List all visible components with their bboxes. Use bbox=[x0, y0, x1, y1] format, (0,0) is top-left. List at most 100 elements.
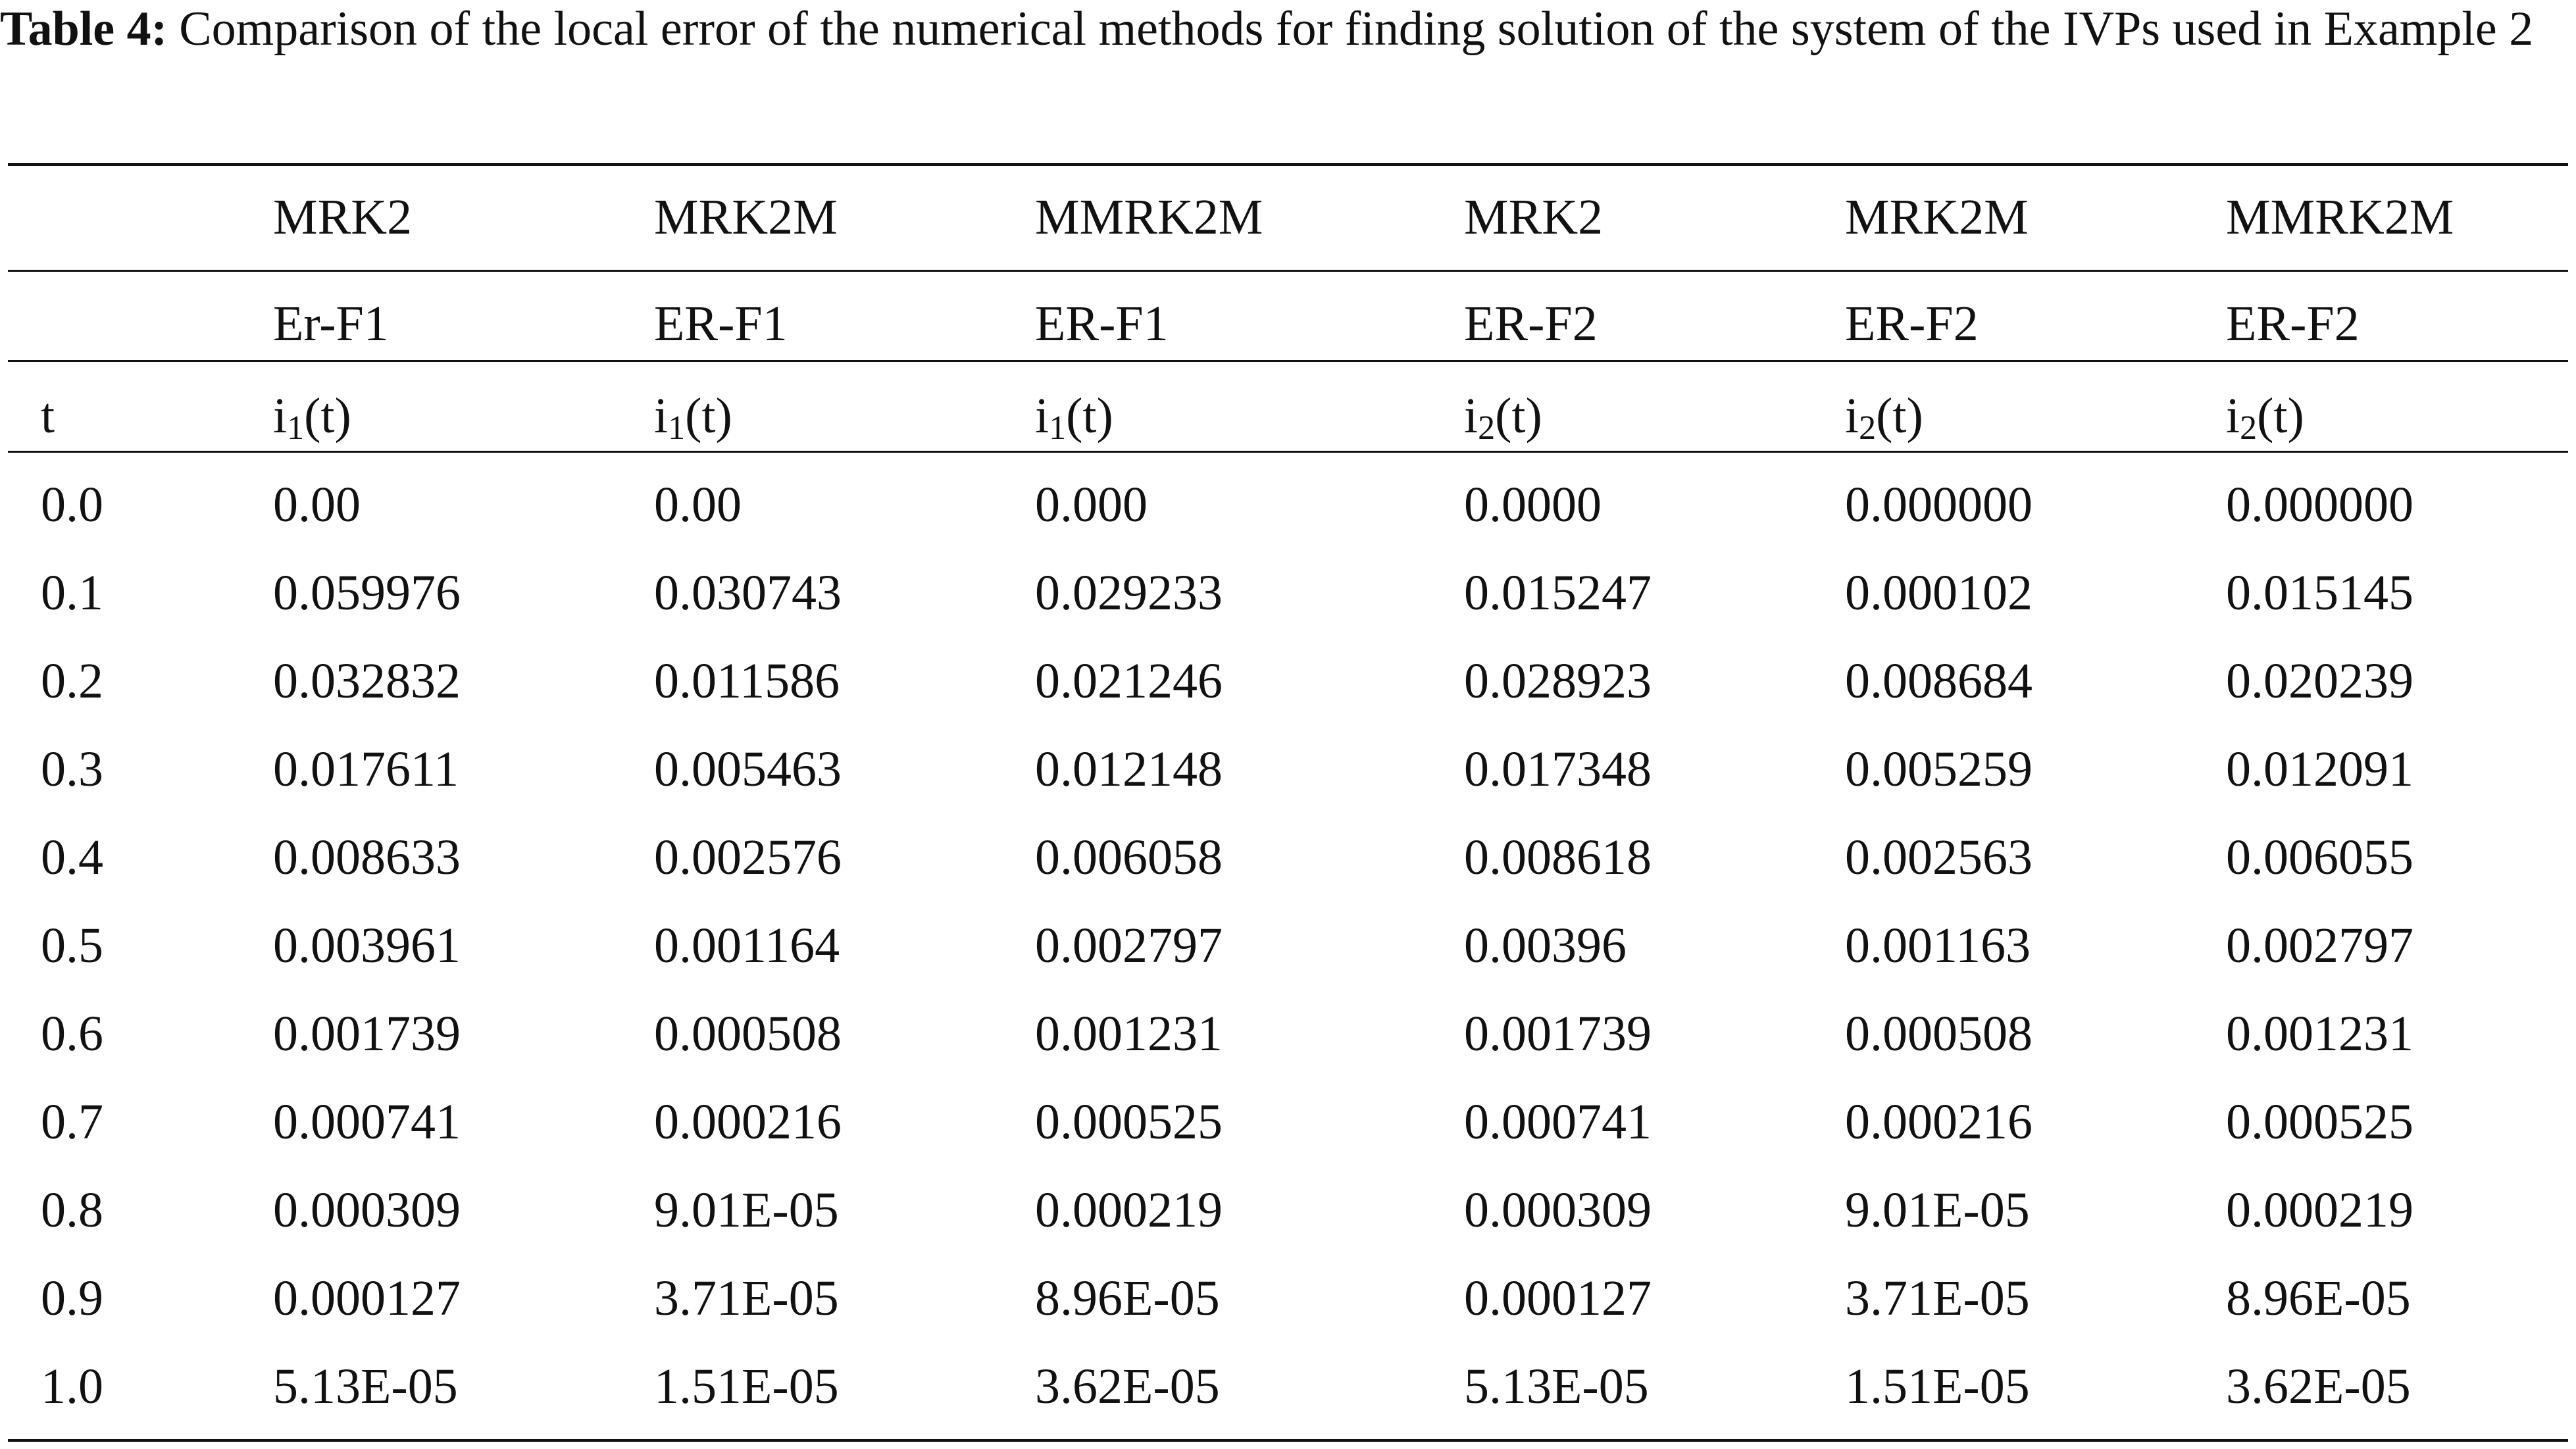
table-cell: 0.00396 bbox=[1464, 918, 1627, 973]
table-cell: 0.032832 bbox=[273, 653, 461, 709]
row-label: 0.4 bbox=[41, 830, 103, 885]
header-cell: i1(t) bbox=[1035, 386, 1113, 445]
row-label: 0.1 bbox=[41, 565, 103, 621]
table-cell: 0.006058 bbox=[1035, 830, 1223, 885]
header-rule bbox=[8, 451, 2568, 453]
table-cell: 0.017348 bbox=[1464, 742, 1652, 797]
header-tail: (t) bbox=[1066, 388, 1113, 444]
header-cell: ER-F1 bbox=[1035, 296, 1169, 351]
table-cell: 1.51E-05 bbox=[1845, 1359, 2030, 1414]
row-label: 0.7 bbox=[41, 1094, 103, 1150]
header-cell: i1(t) bbox=[273, 386, 351, 445]
table-cell: 0.028923 bbox=[1464, 653, 1652, 709]
table-cell: 8.96E-05 bbox=[2226, 1271, 2411, 1326]
table-cell: 0.000000 bbox=[1845, 477, 2033, 532]
header-cell: MMRK2M bbox=[1035, 190, 1263, 245]
table-cell: 0.001739 bbox=[273, 1006, 461, 1061]
header-tail: (t) bbox=[1495, 388, 1542, 444]
header-cell: MRK2 bbox=[273, 190, 413, 245]
header-cell: i2(t) bbox=[2226, 386, 2304, 445]
header-subscript: 2 bbox=[1859, 409, 1877, 447]
header-cell: MRK2M bbox=[1845, 190, 2029, 245]
header-rule bbox=[8, 270, 2568, 272]
table-cell: 0.008633 bbox=[273, 830, 461, 885]
table-cell: 0.000508 bbox=[1845, 1006, 2033, 1061]
table-cell: 0.029233 bbox=[1035, 565, 1223, 621]
row-label: 0.9 bbox=[41, 1271, 103, 1326]
table-cell: 0.001163 bbox=[1845, 918, 2031, 973]
header-rule bbox=[8, 360, 2568, 362]
table-cell: 0.005259 bbox=[1845, 742, 2033, 797]
table-cell: 0.001739 bbox=[1464, 1006, 1652, 1061]
caption-label: Table 4: bbox=[0, 2, 168, 56]
table-cell: 0.008618 bbox=[1464, 830, 1652, 885]
table-cell: 0.006055 bbox=[2226, 830, 2413, 885]
table-cell: 0.000219 bbox=[1035, 1182, 1223, 1238]
table-cell: 0.012148 bbox=[1035, 742, 1223, 797]
row-label: 0.2 bbox=[41, 653, 103, 709]
table-caption: Table 4: Comparison of the local error of… bbox=[0, 3, 2569, 55]
table-cell: 8.96E-05 bbox=[1035, 1271, 1220, 1326]
table-cell: 0.00 bbox=[273, 477, 361, 532]
table-cell: 3.71E-05 bbox=[1845, 1271, 2030, 1326]
table-cell: 0.015247 bbox=[1464, 565, 1652, 621]
table-cell: 1.51E-05 bbox=[654, 1359, 839, 1414]
table-cell: 0.001231 bbox=[1035, 1006, 1223, 1061]
table-cell: 0.000525 bbox=[2226, 1094, 2413, 1150]
header-subscript: 1 bbox=[668, 409, 686, 447]
table-cell: 0.00 bbox=[654, 477, 742, 532]
table-cell: 0.015145 bbox=[2226, 565, 2413, 621]
header-subscript: 2 bbox=[1478, 409, 1496, 447]
header-cell: ER-F1 bbox=[654, 296, 788, 351]
header-cell: ER-F2 bbox=[1464, 296, 1598, 351]
header-cell: Er-F1 bbox=[273, 296, 389, 351]
header-subscript: 1 bbox=[1049, 409, 1067, 447]
header-cell: MRK2M bbox=[654, 190, 838, 245]
table-cell: 0.003961 bbox=[273, 918, 461, 973]
table-cell: 0.005463 bbox=[654, 742, 842, 797]
table-cell: 0.000741 bbox=[273, 1094, 461, 1150]
caption-text: Comparison of the local error of the num… bbox=[179, 2, 2534, 56]
table-cell: 0.000127 bbox=[273, 1271, 461, 1326]
table-cell: 5.13E-05 bbox=[273, 1359, 458, 1414]
table-cell: 3.71E-05 bbox=[654, 1271, 839, 1326]
header-base: i bbox=[1845, 388, 1859, 444]
table-cell: 9.01E-05 bbox=[1845, 1182, 2030, 1238]
row-label: 0.5 bbox=[41, 918, 103, 973]
row-label: 0.6 bbox=[41, 1006, 103, 1061]
table-cell: 0.000 bbox=[1035, 477, 1148, 532]
header-subscript: 2 bbox=[2240, 409, 2258, 447]
header-subscript: 1 bbox=[287, 409, 305, 447]
row-label: 0.3 bbox=[41, 742, 103, 797]
table-cell: 0.001164 bbox=[654, 918, 840, 973]
table-cell: 0.030743 bbox=[654, 565, 842, 621]
header-cell: i2(t) bbox=[1464, 386, 1542, 445]
table-cell: 0.059976 bbox=[273, 565, 461, 621]
header-tail: (t) bbox=[2257, 388, 2304, 444]
top-rule bbox=[8, 163, 2568, 166]
table-cell: 0.000216 bbox=[1845, 1094, 2033, 1150]
header-cell: MRK2 bbox=[1464, 190, 1604, 245]
table-cell: 0.012091 bbox=[2226, 742, 2413, 797]
header-cell: i2(t) bbox=[1845, 386, 1923, 445]
table-cell: 5.13E-05 bbox=[1464, 1359, 1649, 1414]
header-cell: MMRK2M bbox=[2226, 190, 2454, 245]
header-tail: (t) bbox=[1876, 388, 1923, 444]
header-base: i bbox=[1464, 388, 1478, 444]
table-cell: 0.000216 bbox=[654, 1094, 842, 1150]
header-base: i bbox=[654, 388, 669, 444]
table-cell: 0.000309 bbox=[1464, 1182, 1652, 1238]
table-cell: 0.000102 bbox=[1845, 565, 2033, 621]
table-cell: 9.01E-05 bbox=[654, 1182, 839, 1238]
table-cell: 0.000127 bbox=[1464, 1271, 1652, 1326]
header-cell: ER-F2 bbox=[1845, 296, 1979, 351]
table-cell: 0.000741 bbox=[1464, 1094, 1652, 1150]
table-cell: 0.017611 bbox=[273, 742, 459, 797]
table-cell: 0.000309 bbox=[273, 1182, 461, 1238]
table-cell: 0.000525 bbox=[1035, 1094, 1223, 1150]
table-cell: 0.008684 bbox=[1845, 653, 2033, 709]
table-cell: 3.62E-05 bbox=[2226, 1359, 2411, 1414]
table-cell: 0.002797 bbox=[2226, 918, 2413, 973]
table-cell: 0.002797 bbox=[1035, 918, 1223, 973]
